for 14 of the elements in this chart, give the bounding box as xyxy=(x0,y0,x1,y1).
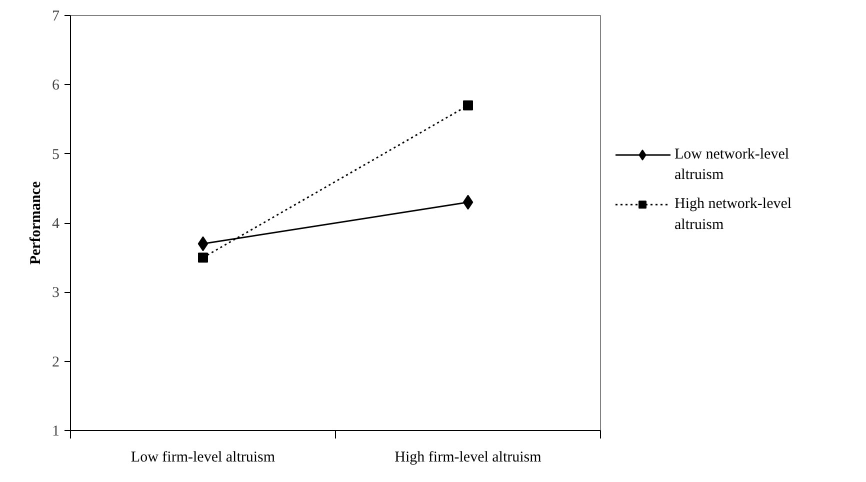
x-tick-label: High firm-level altruism xyxy=(394,450,542,466)
y-tick-label: 1 xyxy=(52,424,60,440)
y-tick-label: 3 xyxy=(52,285,60,302)
y-tick-label: 5 xyxy=(52,146,60,163)
legend-label: High network-level altruism xyxy=(674,196,792,233)
point xyxy=(198,252,208,263)
y-tick-label: 2 xyxy=(52,354,60,370)
point xyxy=(463,100,473,110)
y-axis-title: Performance xyxy=(28,181,44,265)
legend-label: Low network-level altruism xyxy=(674,146,790,184)
y-tick-label: 4 xyxy=(52,216,60,232)
y-tick-label: 6 xyxy=(52,78,60,94)
y-tick-label: 7 xyxy=(52,8,60,24)
x-tick-label: Low firm-level altruism xyxy=(130,450,276,466)
